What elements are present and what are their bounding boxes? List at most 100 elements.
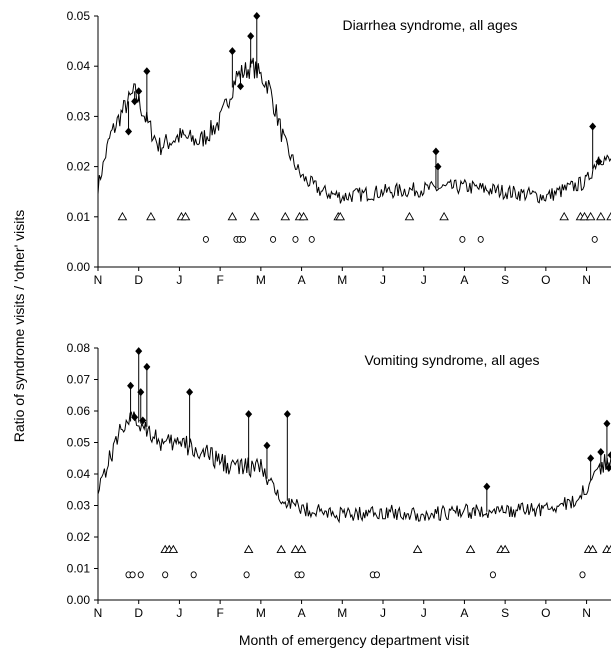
triangle-alert-marker	[335, 211, 346, 221]
circle-alert-marker	[137, 571, 144, 579]
circle-alert-marker	[243, 571, 250, 579]
signal-diamond-marker	[139, 416, 147, 425]
signal-diamond-marker	[125, 127, 133, 136]
triangle-alert-marker	[180, 211, 191, 221]
circle-alert-marker	[579, 571, 586, 579]
triangle-alert-marker	[290, 544, 301, 554]
series-line	[97, 411, 611, 524]
circle-alert-marker	[129, 571, 136, 579]
circle-alert-marker	[270, 235, 277, 243]
vomiting-chart-panel: Vomiting syndrome, all ages 0.00 0.01 0.02 0…	[67, 341, 611, 620]
signal-diamond-marker	[253, 12, 261, 20]
y-tick-label: 0.04	[67, 467, 91, 481]
y-tick-label: 0.04	[67, 59, 91, 73]
signal-diamond-marker	[483, 482, 491, 491]
x-tick-label: F	[216, 273, 223, 287]
triangle-alert-marker	[146, 211, 156, 221]
signal-diamond-marker	[589, 122, 597, 131]
circle-alert-marker	[308, 235, 315, 243]
signal-diamond-marker	[237, 82, 244, 91]
circle-alert-marker	[202, 235, 209, 243]
triangle-alert-marker	[500, 544, 510, 554]
y-tick-label: 0.01	[67, 562, 91, 576]
circle-alert-marker	[477, 235, 484, 243]
signal-diamond-marker	[137, 388, 145, 397]
x-tick-label: S	[501, 273, 509, 287]
triangle-alert-marker	[585, 211, 596, 221]
circle-alert-marker	[591, 235, 598, 243]
signal-diamond-marker	[245, 410, 253, 419]
x-tick-label: O	[541, 273, 550, 287]
x-tick-label: J	[176, 606, 182, 620]
triangle-alert-marker	[412, 544, 423, 554]
signal-diamond-marker	[135, 87, 143, 96]
signal-diamond-marker	[587, 454, 595, 463]
y-tick-label: 0.03	[67, 109, 91, 123]
x-axis-label: Month of emergency department visit	[239, 632, 469, 648]
signal-diamond-marker	[131, 413, 139, 422]
y-tick-label: 0.00	[67, 593, 91, 607]
circle-alert-marker	[489, 571, 496, 579]
triangle-alert-marker	[117, 211, 128, 221]
x-tick-label: M	[337, 273, 347, 287]
triangle-alert-marker	[243, 544, 254, 554]
triangle-alert-marker	[404, 211, 415, 221]
y-tick-label: 0.06	[67, 404, 91, 418]
y-tick-label: 0.07	[67, 373, 91, 387]
y-tick-label: 0.05	[67, 436, 91, 450]
y-tick-label: 0.08	[67, 341, 91, 355]
x-tick-label: F	[216, 606, 223, 620]
triangle-alert-marker	[276, 544, 286, 554]
x-tick-label: J	[421, 606, 427, 620]
triangle-alert-marker	[280, 211, 291, 221]
triangle-alert-marker	[587, 544, 598, 554]
signal-diamond-marker	[607, 451, 611, 460]
circle-alert-marker	[190, 571, 197, 579]
x-tick-label: A	[298, 273, 306, 287]
circle-alert-marker	[298, 571, 305, 579]
circle-alert-marker	[239, 235, 246, 243]
triangle-alert-marker	[249, 211, 260, 221]
x-tick-label: D	[134, 273, 143, 287]
signal-diamond-marker	[247, 32, 255, 41]
x-tick-label: N	[582, 606, 591, 620]
y-tick-label: 0.00	[67, 260, 91, 274]
circle-alert-marker	[162, 571, 169, 579]
x-tick-label: J	[380, 273, 386, 287]
triangle-alert-marker	[596, 211, 606, 221]
signal-diamond-marker	[434, 162, 442, 171]
signal-diamond-marker	[283, 410, 291, 419]
x-tick-label: N	[94, 606, 103, 620]
triangle-alert-marker	[439, 211, 449, 221]
diarrhea-chart-panel: Diarrhea syndrome, all ages 0.00 0.01 0.02 0…	[67, 9, 611, 287]
circle-alert-marker	[292, 235, 299, 243]
y-tick-label: 0.03	[67, 499, 91, 513]
y-axis-label: Ratio of syndrome visits / 'other' visit…	[11, 210, 27, 443]
x-tick-label: A	[460, 273, 468, 287]
triangle-alert-marker	[559, 211, 569, 221]
signal-diamond-marker	[143, 362, 151, 371]
triangle-alert-marker	[168, 544, 179, 554]
circle-alert-marker	[459, 235, 466, 243]
triangle-alert-marker	[579, 211, 590, 221]
x-tick-label: M	[256, 606, 266, 620]
signal-diamond-marker	[605, 463, 611, 472]
triangle-alert-marker	[606, 544, 611, 554]
x-tick-label: N	[582, 273, 591, 287]
signal-diamond-marker	[597, 447, 605, 456]
x-tick-label: J	[380, 606, 386, 620]
signal-diamond-marker	[228, 47, 236, 56]
signal-diamond-marker	[603, 419, 611, 428]
signal-diamond-marker	[127, 381, 135, 390]
x-tick-label: O	[541, 606, 550, 620]
y-tick-label: 0.01	[67, 210, 91, 224]
x-tick-label: J	[421, 273, 427, 287]
signal-diamond-marker	[432, 147, 440, 156]
x-tick-label: J	[176, 273, 182, 287]
triangle-alert-marker	[227, 211, 238, 221]
y-tick-label: 0.02	[67, 530, 91, 544]
circle-alert-marker	[373, 571, 380, 579]
x-tick-label: N	[94, 273, 103, 287]
x-tick-label: M	[256, 273, 266, 287]
